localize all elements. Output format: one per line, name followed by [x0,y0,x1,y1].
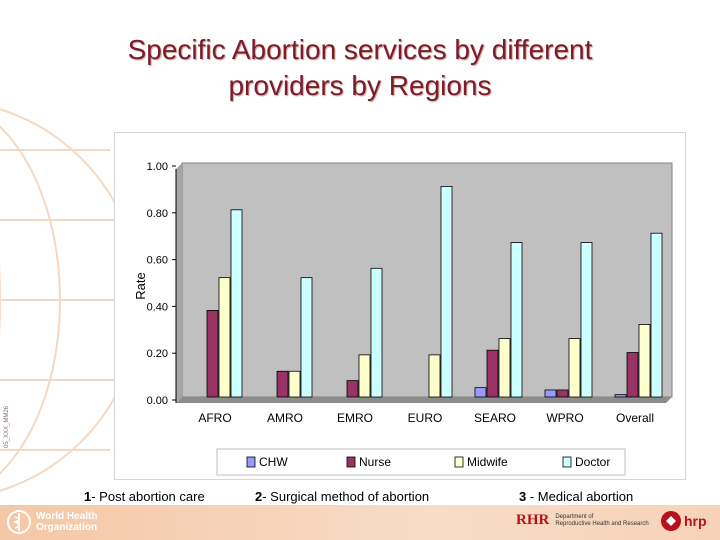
bar-nurse-wpro [556,389,569,398]
bar-midwife-overall [638,324,651,398]
y-tick-label: 0.20 [147,348,168,360]
side-code-label: 05_XXX_MM26 [4,405,10,448]
y-tick-label: 1.00 [147,161,168,173]
bar-nurse-amro [276,370,289,398]
legend-box [216,448,626,476]
rhr-line-2: Reproductive Health and Research [555,520,649,527]
plot-area [181,162,673,398]
footnote-1: 1- Post abortion care [84,489,205,504]
x-tick-label: EURO [408,411,443,425]
title-line-1: Specific Abortion services by different [127,34,593,65]
footnote-2: 2- Surgical method of abortion [255,489,429,504]
legend-swatch-doctor [562,456,572,468]
rhr-mark: RHR [516,512,550,528]
footnote-3-text: - Medical abortion [526,489,634,504]
footnote-3-num: 3 [519,489,527,504]
plot-floor [176,397,672,403]
bar-doctor-euro [440,186,453,398]
bar-nurse-emro [346,380,359,398]
footnote-3: 3 - Medical abortion [519,489,633,504]
y-tick-label: 0.40 [147,301,168,313]
x-tick-label: EMRO [337,411,373,425]
footnotes: 1- Post abortion care 2- Surgical method… [0,489,720,507]
y-tick-label: 0.00 [147,395,168,407]
who-logo: World Health Organization [6,508,97,536]
x-tick-label: SEARO [474,411,516,425]
bar-chw-searo [474,387,487,398]
chart-panel: 0.00 0.20 0.40 0.60 0.80 1.00 Rate AFRO AMRO EMRO… [114,132,686,480]
legend-swatch-chw [246,456,256,468]
bar-midwife-searo [498,338,511,398]
y-axis-label: Rate [133,272,148,299]
footnote-2-num: 2 [255,489,263,504]
bar-doctor-searo [510,242,523,398]
who-emblem-icon [7,510,31,534]
rhr-line-1: Department of [555,513,594,520]
footer-band [0,505,720,540]
legend-label-midwife: Midwife [467,455,508,469]
who-name-line-1: World Health [36,511,98,522]
bar-midwife-emro [358,354,371,398]
legend-label-doctor: Doctor [575,455,610,469]
bar-midwife-euro [428,354,441,398]
legend-swatch-nurse [346,456,356,468]
bar-nurse-searo [486,349,499,398]
bar-doctor-wpro [580,242,593,398]
legend-swatch-midwife [454,456,464,468]
plot-left-wall [176,163,182,403]
hrp-logo: hrp [660,510,707,532]
x-tick-label: AFRO [198,411,231,425]
x-tick-label: WPRO [546,411,583,425]
legend-label-nurse: Nurse [359,455,391,469]
bar-doctor-emro [370,267,383,398]
footnote-1-num: 1 [84,489,92,504]
title-line-2: providers by Regions [228,70,492,101]
bar-midwife-afro [218,277,231,398]
x-tick-label: Overall [616,411,654,425]
y-tick-label: 0.60 [147,255,168,267]
bar-chart: 0.00 0.20 0.40 0.60 0.80 1.00 Rate AFRO AMRO EMRO… [133,161,673,476]
bar-doctor-amro [300,277,313,398]
slide-title: Specific Abortion services by different … [60,32,660,104]
y-tick-label: 0.80 [147,208,168,220]
bar-nurse-afro [206,310,219,398]
hrp-emblem-icon [661,511,681,531]
who-name-line-2: Organization [36,522,98,533]
legend-label-chw: CHW [259,455,288,469]
bar-chw-overall [614,394,627,398]
footnote-1-text: - Post abortion care [91,489,205,504]
bar-doctor-overall [650,232,663,398]
bar-midwife-amro [288,370,301,398]
bar-chw-wpro [544,389,557,398]
bar-doctor-afro [230,209,243,398]
x-tick-label: AMRO [267,411,303,425]
bar-nurse-overall [626,352,639,398]
bar-midwife-wpro [568,338,581,398]
footnote-2-text: - Surgical method of abortion [262,489,430,504]
hrp-text: hrp [684,513,707,529]
rhr-logo: RHR Department of Reproductive Health an… [516,512,649,529]
